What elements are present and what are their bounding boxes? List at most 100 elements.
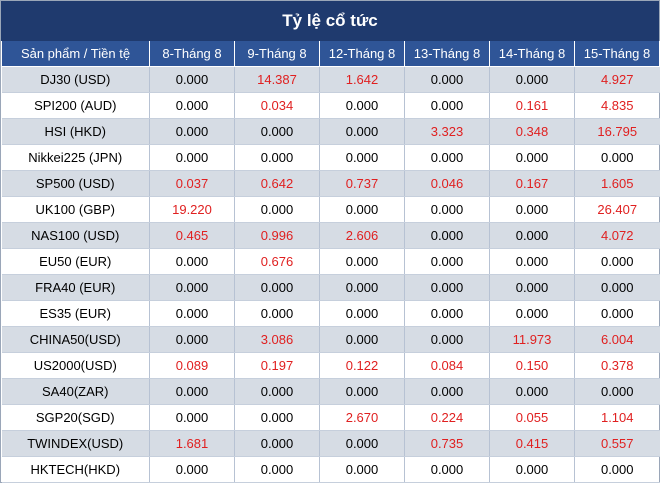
dividend-value-cell: 0.000 xyxy=(319,430,405,457)
dividend-value-cell: 0.122 xyxy=(319,352,405,379)
dividend-value-cell: 4.927 xyxy=(574,66,660,93)
dividend-value-cell: 0.000 xyxy=(404,300,490,327)
dividend-value-cell: 0.000 xyxy=(404,378,490,405)
dividend-value-cell: 0.000 xyxy=(234,430,320,457)
table-body: DJ30 (USD) 0.000 14.387 1.642 0.000 0.000 4.92… xyxy=(1,66,660,483)
dividend-value-cell: 0.000 xyxy=(149,378,235,405)
dividend-value-cell: 0.000 xyxy=(149,92,235,119)
dividend-value-cell: 2.606 xyxy=(319,222,405,249)
table-row: CHINA50(USD) 0.000 3.086 0.000 0.000 11.973 6.… xyxy=(1,326,660,353)
table-row: SP500 (USD) 0.037 0.642 0.737 0.046 0.167 1.60… xyxy=(1,170,660,197)
dividend-value-cell: 0.037 xyxy=(149,170,235,197)
dividend-value-cell: 0.000 xyxy=(404,92,490,119)
product-symbol-cell: SP500 (USD) xyxy=(1,170,150,197)
dividend-table: Sản phẩm / Tiền tệ 8-Tháng 8 9-Tháng 8 1… xyxy=(1,41,660,483)
table-row: SGP20(SGD) 0.000 0.000 2.670 0.224 0.055 1.104 xyxy=(1,404,660,431)
product-symbol-cell: US2000(USD) xyxy=(1,352,150,379)
dividend-value-cell: 0.000 xyxy=(319,378,405,405)
dividend-value-cell: 0.150 xyxy=(489,352,575,379)
product-symbol-cell: SPI200 (AUD) xyxy=(1,92,150,119)
product-symbol-cell: SA40(ZAR) xyxy=(1,378,150,405)
dividend-value-cell: 0.000 xyxy=(319,92,405,119)
table-row: NAS100 (USD) 0.465 0.996 2.606 0.000 0.000 4.0… xyxy=(1,222,660,249)
dividend-value-cell: 0.000 xyxy=(404,326,490,353)
table-row: TWINDEX(USD) 1.681 0.000 0.000 0.735 0.415 0.5… xyxy=(1,430,660,457)
column-header-product: Sản phẩm / Tiền tệ xyxy=(1,41,150,67)
dividend-value-cell: 0.000 xyxy=(319,274,405,301)
dividend-value-cell: 6.004 xyxy=(574,326,660,353)
dividend-value-cell: 1.605 xyxy=(574,170,660,197)
dividend-value-cell: 0.000 xyxy=(234,404,320,431)
dividend-value-cell: 14.387 xyxy=(234,66,320,93)
table-row: SA40(ZAR) 0.000 0.000 0.000 0.000 0.000 0.000 xyxy=(1,378,660,405)
product-symbol-cell: EU50 (EUR) xyxy=(1,248,150,275)
product-symbol-cell: HSI (HKD) xyxy=(1,118,150,145)
dividend-value-cell: 0.046 xyxy=(404,170,490,197)
dividend-value-cell: 11.973 xyxy=(489,326,575,353)
dividend-value-cell: 26.407 xyxy=(574,196,660,223)
table-row: Nikkei225 (JPN) 0.000 0.000 0.000 0.000 0.000… xyxy=(1,144,660,171)
dividend-value-cell: 0.000 xyxy=(574,274,660,301)
dividend-value-cell: 0.000 xyxy=(404,274,490,301)
dividend-value-cell: 0.000 xyxy=(234,378,320,405)
dividend-value-cell: 0.000 xyxy=(489,274,575,301)
dividend-value-cell: 0.735 xyxy=(404,430,490,457)
table-header-row: Sản phẩm / Tiền tệ 8-Tháng 8 9-Tháng 8 1… xyxy=(1,41,660,67)
dividend-value-cell: 0.000 xyxy=(574,378,660,405)
dividend-value-cell: 0.996 xyxy=(234,222,320,249)
dividend-value-cell: 0.055 xyxy=(489,404,575,431)
dividend-value-cell: 0.000 xyxy=(234,196,320,223)
dividend-value-cell: 16.795 xyxy=(574,118,660,145)
dividend-value-cell: 0.676 xyxy=(234,248,320,275)
dividend-value-cell: 4.835 xyxy=(574,92,660,119)
dividend-value-cell: 0.000 xyxy=(489,144,575,171)
dividend-value-cell: 0.000 xyxy=(404,222,490,249)
dividend-value-cell: 0.642 xyxy=(234,170,320,197)
product-symbol-cell: SGP20(SGD) xyxy=(1,404,150,431)
dividend-value-cell: 0.034 xyxy=(234,92,320,119)
dividend-value-cell: 0.000 xyxy=(489,378,575,405)
dividend-value-cell: 0.000 xyxy=(319,300,405,327)
dividend-value-cell: 0.000 xyxy=(404,66,490,93)
dividend-value-cell: 3.086 xyxy=(234,326,320,353)
dividend-value-cell: 0.000 xyxy=(149,456,235,483)
dividend-value-cell: 0.465 xyxy=(149,222,235,249)
table-title: Tỷ lệ cổ tức xyxy=(1,1,659,41)
dividend-value-cell: 0.000 xyxy=(319,326,405,353)
dividend-value-cell: 0.000 xyxy=(574,248,660,275)
dividend-value-cell: 0.000 xyxy=(149,144,235,171)
product-symbol-cell: FRA40 (EUR) xyxy=(1,274,150,301)
table-row: HKTECH(HKD) 0.000 0.000 0.000 0.000 0.000 0.00… xyxy=(1,456,660,483)
table-row: DJ30 (USD) 0.000 14.387 1.642 0.000 0.000 4.92… xyxy=(1,66,660,93)
dividend-value-cell: 0.000 xyxy=(489,456,575,483)
dividend-value-cell: 1.642 xyxy=(319,66,405,93)
dividend-value-cell: 1.681 xyxy=(149,430,235,457)
dividend-value-cell: 0.161 xyxy=(489,92,575,119)
dividend-value-cell: 0.084 xyxy=(404,352,490,379)
dividend-value-cell: 0.000 xyxy=(234,118,320,145)
dividend-value-cell: 0.000 xyxy=(574,144,660,171)
table-row: EU50 (EUR) 0.000 0.676 0.000 0.000 0.000 0.000 xyxy=(1,248,660,275)
dividend-value-cell: 4.072 xyxy=(574,222,660,249)
dividend-value-cell: 0.000 xyxy=(149,326,235,353)
dividend-value-cell: 0.000 xyxy=(149,300,235,327)
dividend-value-cell: 0.000 xyxy=(489,196,575,223)
dividend-value-cell: 0.348 xyxy=(489,118,575,145)
dividend-value-cell: 0.000 xyxy=(149,118,235,145)
dividend-value-cell: 0.224 xyxy=(404,404,490,431)
column-header-date: 13-Tháng 8 xyxy=(404,41,490,67)
dividend-value-cell: 0.000 xyxy=(149,248,235,275)
product-symbol-cell: DJ30 (USD) xyxy=(1,66,150,93)
dividend-value-cell: 0.000 xyxy=(319,144,405,171)
dividend-value-cell: 0.000 xyxy=(234,144,320,171)
dividend-value-cell: 0.167 xyxy=(489,170,575,197)
dividend-value-cell: 0.000 xyxy=(489,248,575,275)
dividend-value-cell: 0.000 xyxy=(574,300,660,327)
dividend-value-cell: 0.000 xyxy=(404,196,490,223)
column-header-date: 12-Tháng 8 xyxy=(319,41,405,67)
dividend-value-cell: 0.000 xyxy=(234,300,320,327)
column-header-date: 8-Tháng 8 xyxy=(149,41,235,67)
dividend-value-cell: 3.323 xyxy=(404,118,490,145)
dividend-value-cell: 0.000 xyxy=(319,248,405,275)
